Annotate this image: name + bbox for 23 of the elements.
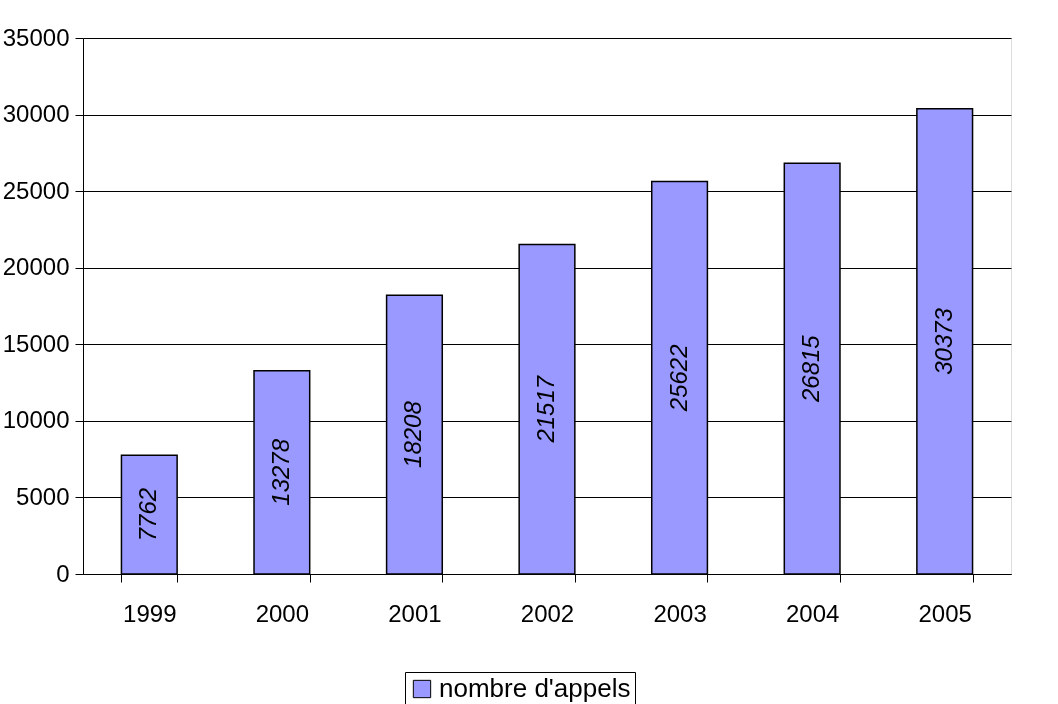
y-tick-label: 5000 <box>16 482 70 510</box>
y-tick-label: 35000 <box>2 23 70 51</box>
data-label: 18208 <box>399 400 427 468</box>
x-tick-label: 2000 <box>255 599 310 627</box>
data-label: 26815 <box>797 334 825 404</box>
y-tick-label: 25000 <box>2 176 70 204</box>
x-tick-label: 2005 <box>918 599 972 627</box>
x-tick-label: 1999 <box>123 599 177 627</box>
y-tick-label: 20000 <box>2 253 70 281</box>
data-label: 25622 <box>664 344 692 413</box>
y-tick-label: 15000 <box>2 329 70 357</box>
x-tick-label: 2001 <box>388 599 442 627</box>
data-label: 7762 <box>134 487 162 542</box>
x-tick-label: 2003 <box>653 599 707 627</box>
y-tick-label: 0 <box>56 559 70 587</box>
data-label: 13278 <box>266 438 294 506</box>
x-tick-label: 2004 <box>785 599 840 627</box>
x-tick-label: 2002 <box>520 599 575 627</box>
data-label: 21517 <box>532 374 559 444</box>
y-tick-label: 30000 <box>2 100 70 128</box>
legend-label: nombre d'appels <box>439 673 631 703</box>
data-label: 30373 <box>929 307 957 375</box>
y-tick-label: 10000 <box>2 406 70 434</box>
